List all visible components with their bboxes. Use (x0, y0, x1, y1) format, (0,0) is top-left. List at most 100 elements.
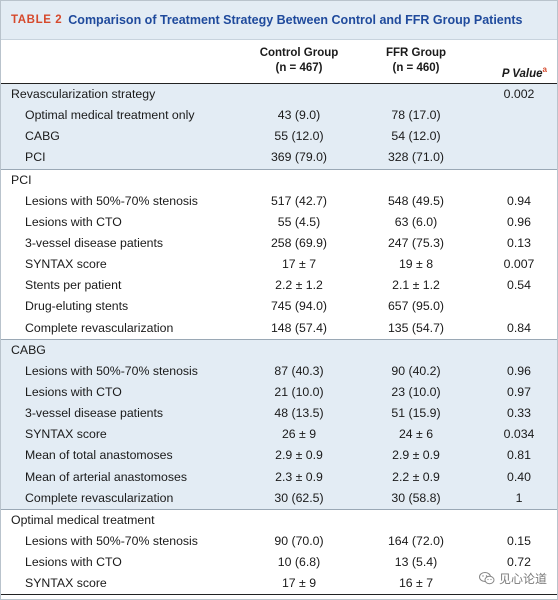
control-group-value: 48 (13.5) (274, 406, 324, 421)
table-row: 3-vessel disease patients 258 (69.9) 247 (… (1, 233, 557, 254)
control-group-header: Control Group (n = 467) (244, 46, 354, 76)
row-label: CABG (11, 342, 46, 357)
table-row: SYNTAX score 17 ± 9 16 ± 7 (1, 573, 557, 596)
table-label: TABLE 2 (11, 14, 63, 26)
row-label: Lesions with CTO (25, 384, 122, 399)
p-value-footnote-marker: a (542, 65, 547, 74)
p-value: 0.002 (503, 87, 535, 101)
table-title: Comparison of Treatment Strategy Between… (68, 13, 523, 27)
p-value: 0.97 (507, 384, 531, 399)
watermark: 见心论道 (478, 570, 547, 587)
ffr-group-header-name: FFR Group (385, 47, 447, 59)
table-row: Complete revascularization 148 (57.4) 135 … (1, 318, 557, 339)
control-group-value: 26 ± 9 (281, 427, 317, 442)
ffr-group-header: FFR Group (n = 460) (361, 46, 471, 76)
p-value: 0.96 (507, 214, 531, 229)
row-label: Mean of arterial anastomoses (25, 469, 187, 484)
ffr-group-value: 90 (40.2) (391, 363, 441, 378)
ffr-group-value: 135 (54.7) (387, 320, 445, 335)
control-group-value: 745 (94.0) (270, 299, 328, 314)
table-row: SYNTAX score 17 ± 7 19 ± 8 0.007 (1, 254, 557, 275)
ffr-group-value: 164 (72.0) (387, 533, 445, 548)
p-value: 0.13 (507, 235, 531, 250)
ffr-group-value: 13 (5.4) (394, 555, 438, 570)
control-group-value: 10 (6.8) (277, 555, 321, 570)
row-label: SYNTAX score (25, 576, 107, 591)
table-row: Lesions with 50%-70% stenosis 90 (70.0) 16… (1, 531, 557, 552)
ffr-group-value: 657 (95.0) (387, 299, 445, 314)
control-group-value: 369 (79.0) (270, 150, 328, 165)
table-row: Mean of arterial anastomoses 2.3 ± 0.9 2.2… (1, 466, 557, 488)
control-group-value: 258 (69.9) (270, 235, 328, 250)
p-value: 0.33 (507, 406, 531, 421)
ffr-group-value: 2.2 ± 0.9 (392, 469, 440, 484)
p-value: 0.72 (507, 555, 531, 570)
p-value: 0.84 (507, 320, 531, 335)
row-label: SYNTAX score (25, 257, 107, 272)
section-header-row: PCI (1, 168, 557, 191)
p-value-header-label: P Value (501, 67, 543, 80)
section-header-row: Revascularization strategy 0.002 (1, 84, 557, 106)
control-group-value: 2.3 ± 0.9 (275, 469, 323, 484)
ffr-group-value: 16 ± 7 (398, 576, 434, 591)
column-header-row: Control Group (n = 467) FFR Group (n = 4… (1, 40, 557, 84)
table-row: Stents per patient 2.2 ± 1.2 2.1 ± 1.2 0.54 (1, 275, 557, 296)
control-group-value: 148 (57.4) (270, 320, 328, 335)
section-header-row: CABG (1, 338, 557, 361)
watermark-text: 见心论道 (498, 572, 547, 586)
ffr-group-value: 54 (12.0) (391, 129, 441, 144)
control-group-value: 2.9 ± 0.9 (275, 448, 323, 463)
ffr-group-value: 328 (71.0) (387, 150, 445, 165)
row-label: PCI (25, 150, 46, 165)
ffr-group-value: 24 ± 6 (398, 427, 434, 442)
table-row: CABG 55 (12.0) 54 (12.0) (1, 126, 557, 148)
ffr-group-value: 247 (75.3) (387, 235, 445, 250)
control-group-value: 17 ± 9 (281, 576, 317, 591)
ffr-group-value: 63 (6.0) (394, 214, 438, 229)
control-group-value: 55 (12.0) (274, 129, 324, 144)
table-row: Lesions with CTO 10 (6.8) 13 (5.4) 0.72 (1, 552, 557, 573)
ffr-group-value: 30 (58.8) (391, 490, 441, 505)
p-value: 0.034 (503, 427, 535, 442)
row-label: Optimal medical treatment only (25, 108, 195, 123)
control-group-value: 2.2 ± 1.2 (275, 278, 323, 293)
control-group-value: 90 (70.0) (274, 533, 324, 548)
ffr-group-value: 23 (10.0) (391, 384, 441, 399)
table-row: 3-vessel disease patients 48 (13.5) 51 (15… (1, 403, 557, 425)
table-row: Optimal medical treatment only 43 (9.0) 78… (1, 105, 557, 127)
row-label: CABG (25, 129, 60, 144)
ffr-group-value: 2.1 ± 1.2 (392, 278, 440, 293)
p-value: 0.96 (507, 363, 531, 378)
control-group-value: 21 (10.0) (274, 384, 324, 399)
row-label: 3-vessel disease patients (25, 406, 164, 421)
row-label: Drug-eluting stents (25, 299, 129, 314)
row-label: Lesions with 50%-70% stenosis (25, 363, 198, 378)
table-row: SYNTAX score 26 ± 9 24 ± 6 0.034 (1, 424, 557, 446)
row-label: Optimal medical treatment (11, 512, 155, 527)
p-value: 0.15 (507, 533, 531, 548)
row-label: Complete revascularization (25, 320, 174, 335)
wechat-icon (478, 572, 495, 585)
section-header-row: Optimal medical treatment (1, 508, 557, 531)
row-label: SYNTAX score (25, 427, 107, 442)
table-title-bar: TABLE 2 Comparison of Treatment Strategy… (1, 1, 557, 40)
control-group-value: 517 (42.7) (270, 193, 328, 208)
control-group-header-name: Control Group (259, 47, 339, 59)
row-label: Lesions with 50%-70% stenosis (25, 193, 198, 208)
ffr-group-value: 78 (17.0) (391, 108, 441, 123)
table-row: Lesions with CTO 21 (10.0) 23 (10.0) 0.97 (1, 381, 557, 404)
table-body: Revascularization strategy 0.002 Optimal m… (1, 84, 557, 596)
ffr-group-value: 51 (15.9) (391, 406, 441, 421)
row-label: Lesions with CTO (25, 555, 122, 570)
row-label: Lesions with CTO (25, 214, 122, 229)
p-value: 0.81 (507, 448, 531, 463)
row-label: Stents per patient (25, 278, 122, 293)
control-group-value: 55 (4.5) (277, 214, 321, 229)
p-value: 1 (515, 490, 523, 505)
control-group-header-n: (n = 467) (275, 62, 323, 74)
ffr-group-header-n: (n = 460) (392, 62, 440, 74)
p-value: 0.40 (507, 469, 531, 484)
table-row: Drug-eluting stents 745 (94.0) 657 (95.0) (1, 296, 557, 317)
table-row: Lesions with CTO 55 (4.5) 63 (6.0) 0.96 (1, 212, 557, 233)
